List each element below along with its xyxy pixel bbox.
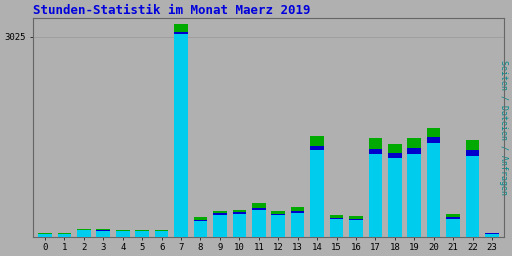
Bar <box>232 212 246 237</box>
Bar <box>116 230 130 237</box>
Bar <box>446 219 460 237</box>
Bar <box>58 234 71 237</box>
Bar <box>330 215 344 237</box>
Bar <box>369 154 382 237</box>
Bar <box>58 233 71 237</box>
Bar <box>330 219 344 237</box>
Bar <box>485 233 499 237</box>
Bar <box>408 148 421 237</box>
Bar <box>271 215 285 237</box>
Bar <box>252 210 266 237</box>
Bar <box>427 129 440 237</box>
Bar <box>194 220 207 237</box>
Bar <box>116 231 130 237</box>
Bar <box>485 234 499 237</box>
Bar <box>194 221 207 237</box>
Bar <box>213 211 227 237</box>
Bar <box>77 230 91 237</box>
Text: Stunden-Statistik im Monat Maerz 2019: Stunden-Statistik im Monat Maerz 2019 <box>33 4 311 17</box>
Bar <box>213 213 227 237</box>
Bar <box>466 150 479 237</box>
Bar <box>135 231 149 237</box>
Bar <box>446 214 460 237</box>
Bar <box>271 214 285 237</box>
Bar <box>291 207 305 237</box>
Bar <box>232 214 246 237</box>
Bar <box>310 136 324 237</box>
Bar <box>174 24 188 237</box>
Bar <box>466 140 479 237</box>
Bar <box>330 218 344 237</box>
Bar <box>155 231 168 237</box>
Bar <box>96 231 110 237</box>
Bar <box>38 234 52 237</box>
Bar <box>174 34 188 237</box>
Bar <box>291 211 305 237</box>
Bar <box>388 158 401 237</box>
Bar <box>252 208 266 237</box>
Bar <box>408 138 421 237</box>
Bar <box>349 219 363 237</box>
Bar <box>388 153 401 237</box>
Bar <box>446 217 460 237</box>
Bar <box>135 231 149 237</box>
Bar <box>135 230 149 237</box>
Bar <box>174 31 188 237</box>
Bar <box>349 216 363 237</box>
Y-axis label: Seiten / Dateien / Anfragen: Seiten / Dateien / Anfragen <box>499 60 508 195</box>
Bar <box>213 215 227 237</box>
Bar <box>388 144 401 237</box>
Bar <box>96 229 110 237</box>
Bar <box>232 210 246 237</box>
Bar <box>310 150 324 237</box>
Bar <box>252 204 266 237</box>
Bar <box>116 231 130 237</box>
Bar <box>485 233 499 237</box>
Bar <box>155 231 168 237</box>
Bar <box>58 234 71 237</box>
Bar <box>38 233 52 237</box>
Bar <box>310 146 324 237</box>
Bar <box>155 230 168 237</box>
Bar <box>427 143 440 237</box>
Bar <box>349 220 363 237</box>
Bar <box>194 217 207 237</box>
Bar <box>466 156 479 237</box>
Bar <box>408 154 421 237</box>
Bar <box>427 137 440 237</box>
Bar <box>38 234 52 237</box>
Bar <box>77 230 91 237</box>
Bar <box>96 230 110 237</box>
Bar <box>77 229 91 237</box>
Bar <box>369 138 382 237</box>
Bar <box>271 211 285 237</box>
Bar <box>369 149 382 237</box>
Bar <box>291 213 305 237</box>
